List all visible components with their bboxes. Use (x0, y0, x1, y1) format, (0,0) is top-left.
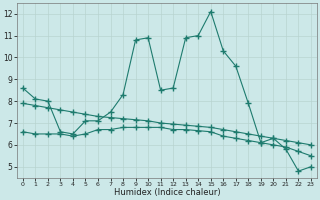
X-axis label: Humidex (Indice chaleur): Humidex (Indice chaleur) (114, 188, 220, 197)
